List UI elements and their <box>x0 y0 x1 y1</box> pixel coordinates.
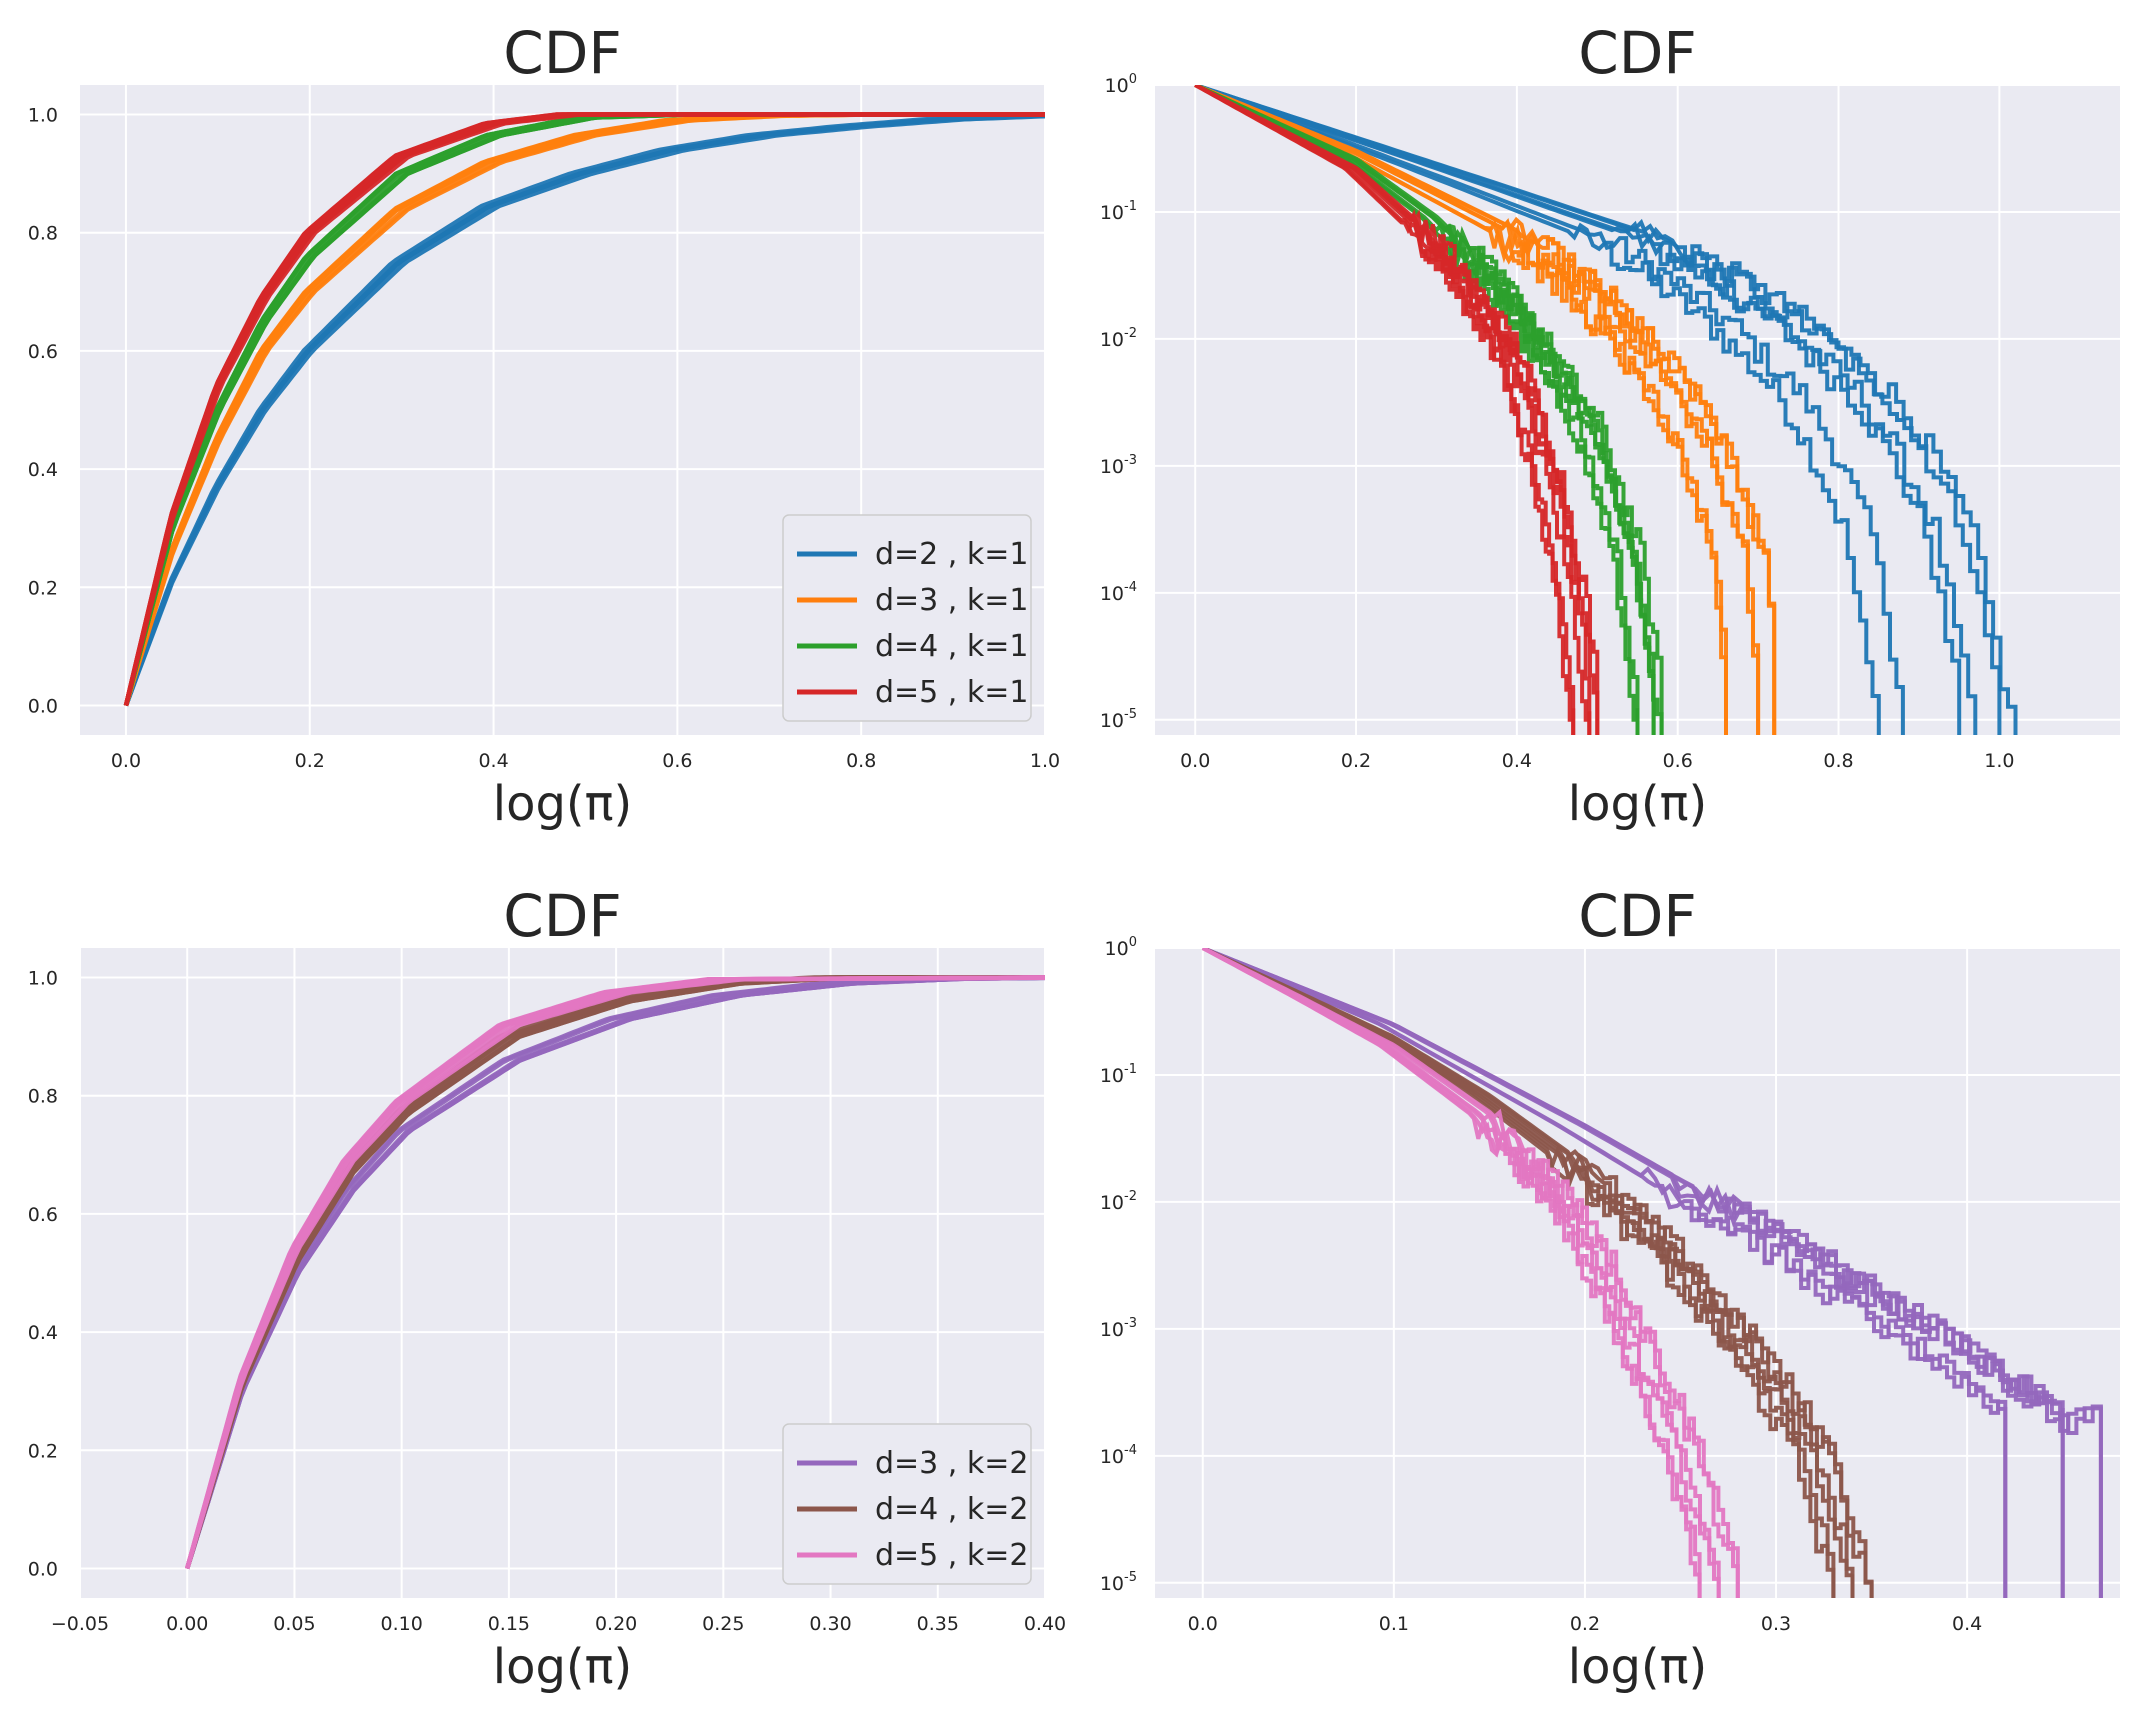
chart-title: CDF <box>1578 19 1697 87</box>
y-tick-label: 0.2 <box>28 577 58 599</box>
x-tick-label: 1.0 <box>1030 750 1060 772</box>
x-tick-label: −0.05 <box>51 1613 109 1635</box>
legend: d=2 , k=1 d=3 , k=1 d=4 , k=1 d=5 , k=1 <box>782 514 1032 722</box>
series-line <box>1201 948 1740 1598</box>
legend-label: d=3 , k=1 <box>875 583 1028 618</box>
x-tick-label: 0.4 <box>1952 1613 1982 1635</box>
legend-label: d=3 , k=2 <box>875 1446 1028 1481</box>
legend-label: d=5 , k=1 <box>875 675 1028 710</box>
series-line <box>185 975 1045 1570</box>
x-tick-label: 0.00 <box>166 1613 208 1635</box>
x-axis-label: log(π) <box>493 776 633 832</box>
y-tick-label: 100 <box>1105 935 1137 960</box>
x-tick-label: 0.25 <box>702 1613 744 1635</box>
series-line <box>1194 85 1664 735</box>
panel-2: 0.0 0.2 0.4 0.6 0.8 1.0 100 10-1 10-2 10-3 10-4 10-… <box>1100 19 2120 832</box>
series-group <box>123 112 1045 707</box>
x-tick-label: 0.05 <box>273 1613 315 1635</box>
series-line <box>1194 85 1905 735</box>
y-tick-label: 10-2 <box>1100 1189 1137 1214</box>
chart-title: CDF <box>1578 882 1697 950</box>
chart-title: CDF <box>503 19 622 87</box>
panel-4: 0.0 0.1 0.2 0.3 0.4 100 10-1 10-2 10-3 10-4 10-5 CD… <box>1100 882 2120 1695</box>
y-tick-label: 0.8 <box>28 223 58 245</box>
series-line <box>1202 948 2008 1598</box>
legend-box <box>782 514 1032 722</box>
y-tick-label: 0.0 <box>28 1558 58 1580</box>
y-tick-label: 0.6 <box>28 341 58 363</box>
legend-label: d=2 , k=1 <box>875 537 1028 572</box>
x-tick-label: 0.20 <box>595 1613 637 1635</box>
y-tick-label: 100 <box>1105 72 1137 97</box>
panel-1: 0.0 0.2 0.4 0.6 0.8 1.0 0.0 0.2 0.4 0.6 0.8 1.0 CDF l… <box>28 19 1060 832</box>
y-tick-label: 10-4 <box>1100 580 1137 605</box>
x-tick-label: 0.4 <box>1502 750 1532 772</box>
series-line <box>1194 85 1600 735</box>
plot-area <box>1155 948 2120 1598</box>
series-group <box>185 975 1045 1570</box>
series-line <box>123 112 1045 707</box>
x-tick-label: 0.35 <box>917 1613 959 1635</box>
x-axis-label: log(π) <box>1568 776 1708 832</box>
x-tick-label: 0.8 <box>846 750 876 772</box>
y-tick-label: 10-4 <box>1100 1443 1137 1468</box>
y-tick-label: 1.0 <box>28 105 58 127</box>
y-tick-label: 0.4 <box>28 1322 58 1344</box>
series-line <box>1194 85 1777 735</box>
legend-label: d=5 , k=2 <box>875 1538 1028 1573</box>
y-tick-label: 10-5 <box>1100 707 1137 732</box>
y-tick-label: 0.0 <box>28 695 58 717</box>
y-tick-label: 10-5 <box>1100 1570 1137 1595</box>
x-tick-label: 0.10 <box>381 1613 423 1635</box>
series-line <box>1201 948 1874 1598</box>
x-tick-label: 0.4 <box>478 750 508 772</box>
series-line <box>1194 85 1576 735</box>
series-line <box>1194 85 2018 735</box>
x-tick-label: 0.6 <box>1663 750 1693 772</box>
y-tick-label: 10-1 <box>1100 1062 1137 1087</box>
x-tick-label: 0.40 <box>1024 1613 1066 1635</box>
legend-label: d=4 , k=1 <box>875 629 1028 664</box>
x-tick-label: 0.0 <box>1188 1613 1218 1635</box>
x-tick-label: 0.2 <box>1570 1613 1600 1635</box>
chart-title: CDF <box>503 882 622 950</box>
x-tick-label: 0.0 <box>111 750 141 772</box>
legend-label: d=4 , k=2 <box>875 1492 1028 1527</box>
y-tick-label: 10-3 <box>1100 1316 1137 1341</box>
x-tick-label: 0.2 <box>295 750 325 772</box>
y-tick-label: 10-1 <box>1100 199 1137 224</box>
x-axis-label: log(π) <box>493 1639 633 1695</box>
series-line <box>185 975 1045 1570</box>
x-tick-label: 0.2 <box>1341 750 1371 772</box>
y-tick-label: 0.2 <box>28 1440 58 1462</box>
x-tick-label: 1.0 <box>1984 750 2014 772</box>
x-tick-label: 0.8 <box>1823 750 1853 772</box>
x-tick-label: 0.0 <box>1180 750 1210 772</box>
y-tick-label: 10-2 <box>1100 326 1137 351</box>
plot-area <box>1155 85 2120 735</box>
x-tick-label: 0.6 <box>662 750 692 772</box>
legend: d=3 , k=2 d=4 , k=2 d=5 , k=2 <box>782 1423 1032 1585</box>
x-tick-label: 0.3 <box>1761 1613 1791 1635</box>
series-group <box>1201 948 2103 1598</box>
y-tick-label: 1.0 <box>28 968 58 990</box>
y-tick-label: 0.4 <box>28 459 58 481</box>
series-line <box>1201 948 1721 1598</box>
y-tick-label: 0.8 <box>28 1086 58 1108</box>
y-tick-label: 0.6 <box>28 1204 58 1226</box>
series-line <box>123 113 1045 707</box>
x-tick-label: 0.1 <box>1379 1613 1409 1635</box>
x-axis-label: log(π) <box>1568 1639 1708 1695</box>
x-tick-label: 0.30 <box>809 1613 851 1635</box>
panel-3: −0.05 0.00 0.05 0.10 0.15 0.20 0.25 0.30 0.35 0.4… <box>28 882 1066 1695</box>
y-tick-label: 10-3 <box>1100 453 1137 478</box>
x-tick-label: 0.15 <box>488 1613 530 1635</box>
series-line <box>1194 85 1881 735</box>
series-line <box>1202 948 2103 1598</box>
series-group <box>1194 85 2018 735</box>
